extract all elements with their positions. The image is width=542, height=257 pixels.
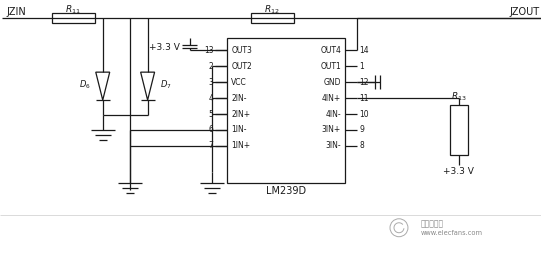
Text: 10: 10	[359, 109, 369, 118]
Text: $R_{12}$: $R_{12}$	[264, 3, 280, 16]
Text: 8: 8	[359, 141, 364, 150]
Bar	[228, 38, 345, 183]
Text: 1IN+: 1IN+	[231, 141, 250, 150]
Text: 9: 9	[359, 125, 364, 134]
Text: 6: 6	[209, 125, 214, 134]
Text: 1IN-: 1IN-	[231, 125, 247, 134]
Text: 电子发烧友: 电子发烧友	[421, 219, 444, 228]
Text: OUT2: OUT2	[231, 62, 252, 71]
Text: VCC: VCC	[231, 78, 247, 87]
Text: LM239D: LM239D	[266, 186, 306, 196]
Text: 3: 3	[209, 78, 214, 87]
Text: OUT1: OUT1	[320, 62, 341, 71]
Text: JZOUT: JZOUT	[509, 7, 540, 17]
Text: 14: 14	[359, 46, 369, 55]
Text: +3.3 V: +3.3 V	[149, 43, 179, 52]
Bar	[251, 13, 294, 23]
Text: $R_{13}$: $R_{13}$	[451, 91, 467, 103]
Text: 1: 1	[359, 62, 364, 71]
Text: 3IN-: 3IN-	[326, 141, 341, 150]
Text: GND: GND	[324, 78, 341, 87]
Text: 13: 13	[204, 46, 214, 55]
Text: +3.3 V: +3.3 V	[443, 167, 474, 176]
Text: 4: 4	[209, 94, 214, 103]
Text: OUT4: OUT4	[320, 46, 341, 55]
Text: $D_7$: $D_7$	[159, 79, 171, 91]
Text: 4IN+: 4IN+	[322, 94, 341, 103]
Text: $R_{11}$: $R_{11}$	[65, 3, 81, 16]
Text: OUT3: OUT3	[231, 46, 252, 55]
Text: 5: 5	[209, 109, 214, 118]
Text: 2: 2	[209, 62, 214, 71]
Text: www.elecfans.com: www.elecfans.com	[421, 230, 483, 236]
Text: 12: 12	[359, 78, 369, 87]
Text: JZIN: JZIN	[6, 7, 26, 17]
Text: 4IN-: 4IN-	[326, 109, 341, 118]
Text: $D_6$: $D_6$	[79, 79, 91, 91]
Text: 7: 7	[209, 141, 214, 150]
Text: 3IN+: 3IN+	[322, 125, 341, 134]
Bar	[450, 105, 468, 155]
Text: 2IN+: 2IN+	[231, 109, 250, 118]
Text: 2IN-: 2IN-	[231, 94, 247, 103]
Bar	[52, 13, 95, 23]
Text: 11: 11	[359, 94, 369, 103]
